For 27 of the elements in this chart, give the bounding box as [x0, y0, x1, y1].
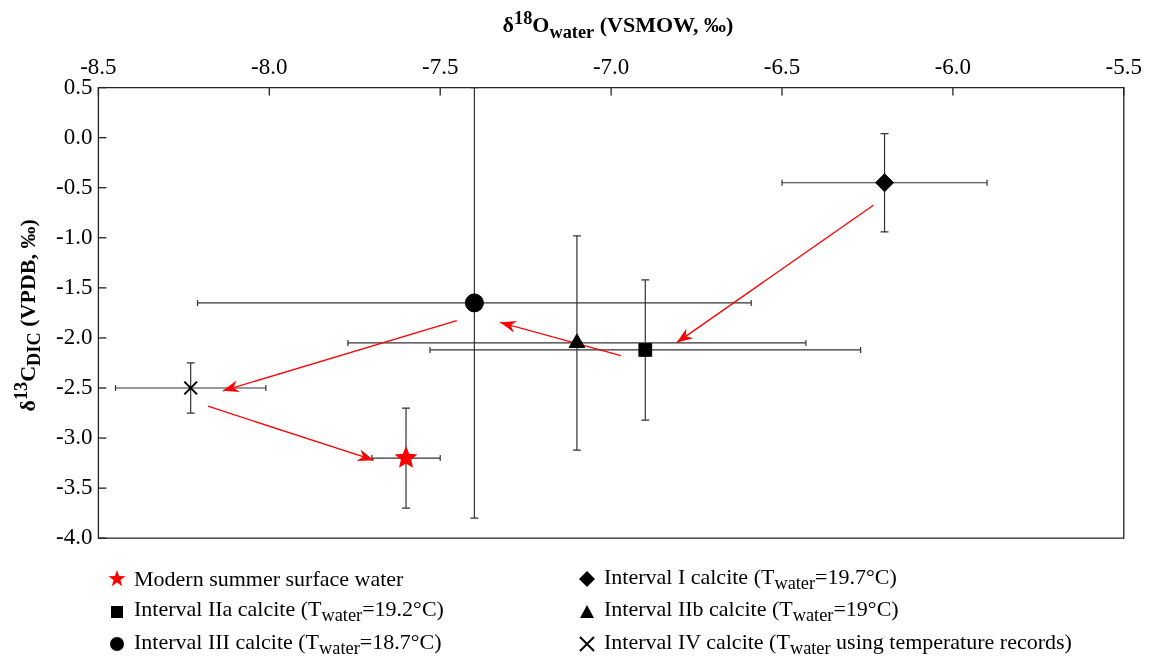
- legend-label: Interval I calcite (T$_{water}$=19.7°C): [604, 564, 897, 595]
- y-tick-label: 0.0: [63, 123, 93, 149]
- x-tick-label: -6.0: [934, 53, 972, 79]
- point: [394, 446, 418, 468]
- legend-label: Interval IIb calcite (T$_{water}$=19°C): [604, 596, 899, 627]
- point: [638, 343, 653, 357]
- y-tick-label: -1.0: [55, 223, 93, 249]
- point: [464, 293, 484, 313]
- y-tick-label: -0.5: [55, 173, 93, 199]
- legend-label: Interval IIa calcite (T$_{water}$=19.2°C): [134, 596, 444, 627]
- x-axis-title: δ$^{18}$O$_{water}$ (VSMOW, ‰): [501, 8, 735, 43]
- x-tick-label: -7.5: [421, 53, 459, 79]
- legend-label: Interval IV calcite (T$_{water}$ using temperature records): [604, 628, 1072, 659]
- y-tick-label: -4.0: [55, 524, 93, 550]
- y-tick-label: -1.5: [55, 273, 93, 299]
- y-tick-label: -3.0: [55, 424, 93, 450]
- legend-label: Modern summer surface water: [134, 566, 404, 593]
- x-tick-label: -7.0: [592, 53, 630, 79]
- x-tick-label: -8.0: [251, 53, 288, 79]
- x-tick-label: -5.5: [1105, 53, 1143, 79]
- x-tick-label: -6.5: [763, 53, 801, 79]
- point: [875, 173, 895, 193]
- y-tick-label: -2.5: [55, 374, 93, 400]
- point: [183, 380, 199, 396]
- y-tick-label: -3.5: [55, 474, 93, 500]
- y-tick-label: -2.0: [55, 323, 93, 349]
- legend-label: Interval III calcite (T$_{water}$=18.7°C): [134, 628, 442, 659]
